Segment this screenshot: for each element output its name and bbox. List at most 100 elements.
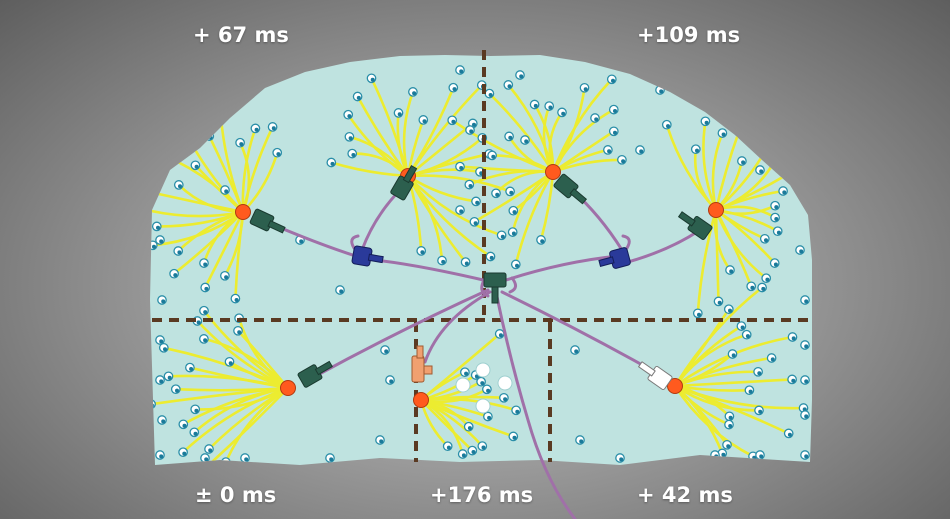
sensor-dot-core	[731, 353, 736, 358]
sensor-dot	[326, 157, 337, 168]
sensor-dot-core	[757, 371, 762, 376]
sensor-dot-ring	[761, 143, 772, 154]
sensor-dot	[507, 227, 518, 237]
sensor-dot	[190, 160, 201, 171]
sensor-dot-core	[152, 244, 156, 249]
sensor-dot	[170, 384, 181, 395]
fiber	[204, 211, 245, 289]
sensor-dot-core	[464, 371, 469, 376]
cluster-node	[280, 380, 296, 396]
sensor-dot	[150, 240, 158, 251]
sensor-dot-core	[329, 457, 334, 462]
sensor-dot-ring	[174, 114, 184, 125]
sensor-dot-core	[533, 103, 538, 108]
sensor-dot-core	[486, 388, 491, 393]
sensor-dot	[483, 411, 493, 422]
sensor-dot	[485, 251, 496, 262]
sensor-dot-core	[276, 152, 281, 157]
sensor-dot	[700, 116, 711, 127]
sensor-dot	[455, 161, 465, 172]
sensor-dot	[484, 88, 495, 99]
sensor-dot-core	[159, 454, 164, 459]
sensor-dot-core	[782, 190, 787, 195]
sensor-dot-core	[467, 426, 472, 431]
sensor-dot	[520, 135, 530, 145]
sensor-dot-ring	[189, 474, 197, 482]
sensor-dot	[418, 115, 429, 125]
sensor-dot-core	[379, 439, 384, 444]
sensor-dot	[465, 125, 475, 135]
cable-exit	[494, 290, 577, 519]
sensor-dot	[772, 226, 783, 237]
sensor-dot	[204, 131, 215, 141]
sensor-dot-core	[203, 310, 208, 315]
sensor-dot	[608, 126, 619, 137]
sensor-dot	[510, 259, 521, 270]
sensor-dot	[544, 101, 555, 111]
sensor-dot-core	[613, 130, 617, 135]
sensor-dot-core	[189, 367, 194, 371]
fiber	[156, 210, 244, 228]
sensor-dot	[221, 457, 231, 465]
mic-bottom-left-icon	[297, 360, 333, 388]
sensor-dot-core	[491, 154, 496, 159]
sensor-dot	[272, 147, 283, 158]
sensor-dot-core	[791, 336, 796, 341]
cable-to-mic-bottom-left	[310, 288, 490, 380]
sensor-dot-core	[765, 277, 770, 282]
sensor-dot-core	[203, 262, 208, 267]
sensor-dot-core	[729, 269, 734, 274]
sensor-dot	[800, 450, 810, 460]
sensor-dot	[617, 154, 627, 165]
sensor-dot	[151, 221, 162, 232]
sensor-dot	[761, 273, 772, 284]
sensor-dot	[463, 421, 474, 432]
sensor-dot	[457, 449, 468, 459]
sensor-dot-ring	[150, 188, 160, 198]
empty-sensor-slot	[475, 398, 491, 414]
fiber	[241, 127, 257, 213]
sensor-dot-core	[145, 209, 149, 213]
sensor-dot	[220, 185, 230, 195]
sensor-dot-core	[509, 190, 514, 195]
sensor-dot	[770, 200, 780, 211]
sensor-dot	[155, 375, 165, 385]
sensor-dot	[491, 188, 501, 199]
sensor-dot	[460, 257, 471, 267]
sensor-dot-core	[498, 333, 503, 338]
label-bottom-left: ± 0 ms	[195, 483, 277, 507]
sensor-dot-core	[695, 148, 699, 153]
sensor-dot-core	[173, 273, 178, 278]
sensor-dot	[725, 265, 735, 275]
sensor-dot-core	[748, 389, 753, 394]
sensor-dot	[487, 150, 497, 161]
sensor-dot-core	[451, 119, 456, 124]
sensor-dot-core	[254, 127, 259, 132]
sensor-dot-core	[488, 93, 493, 97]
sensor-dot-core	[774, 217, 779, 221]
cable-loop-left	[350, 234, 360, 250]
sensor-dot-core	[611, 78, 615, 83]
peach-mic-body	[411, 355, 425, 383]
sensor-dot	[230, 293, 241, 304]
sensor-dot	[692, 308, 703, 319]
peach-mic-stem	[416, 345, 424, 359]
sensor-dot-core	[163, 347, 167, 352]
cable-loop-right	[621, 234, 631, 250]
sensor-dot-core	[459, 166, 464, 170]
sensor-dot	[557, 107, 567, 118]
sensor-dot-core	[156, 225, 160, 230]
sensor-dot	[150, 399, 156, 410]
sensor-dot	[770, 212, 780, 223]
fiber	[219, 117, 245, 213]
sensor-dot-core	[203, 338, 208, 343]
fiber	[674, 385, 724, 454]
sensor-dot-core	[178, 118, 183, 123]
sensor-dot	[408, 87, 418, 97]
sensor-dot	[635, 145, 645, 155]
fiber	[189, 366, 289, 390]
sensor-dot-core	[224, 189, 229, 194]
hub-stem	[491, 286, 499, 304]
fiber	[241, 126, 274, 213]
sensor-dot	[476, 376, 486, 387]
